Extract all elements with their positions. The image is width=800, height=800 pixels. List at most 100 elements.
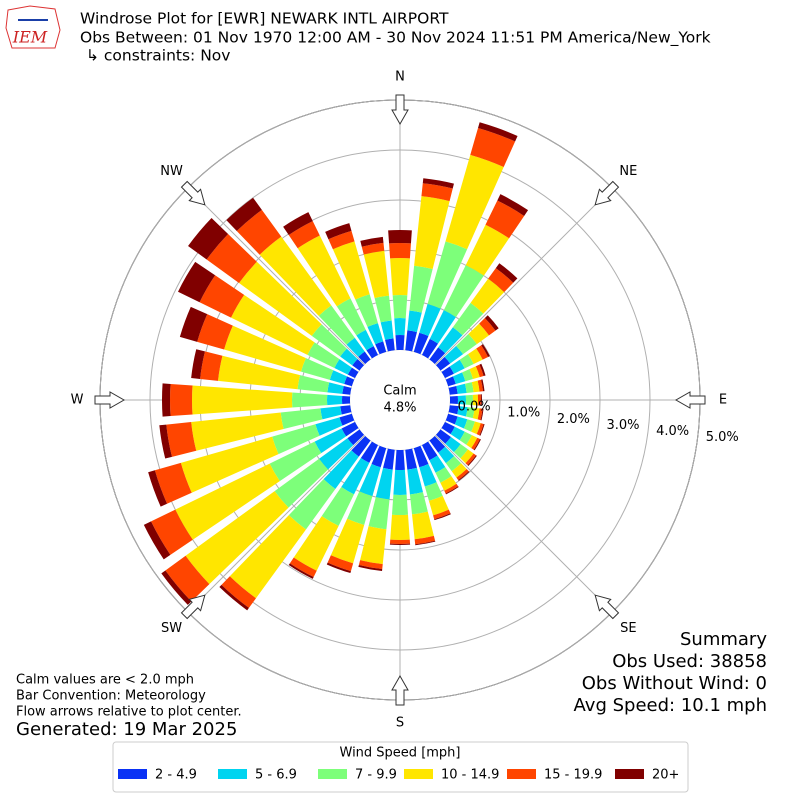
wind-bar-segment [485,200,525,239]
wind-bar-segment [462,369,474,382]
wind-bar-segment [185,491,289,585]
wind-bar-segment [236,209,282,255]
wind-bar-segment [356,329,374,351]
calm-label: Calm [383,384,416,399]
wind-bar-segment [206,233,257,284]
legend-swatch [318,769,347,779]
grid-ring [149,149,651,651]
flow-arrow-shape [594,594,620,620]
wind-bar-segment [274,458,329,508]
wind-bar-segment [154,462,192,504]
legend-swatch [615,769,644,779]
legend-swatch [118,769,147,779]
r-tick-label: 2.0% [557,412,590,427]
wind-bar-segment [467,348,483,365]
wind-bar-segment [413,445,429,468]
wind-bar-segment [433,509,451,520]
spoke [187,435,365,613]
wind-bar-segment [151,509,193,555]
wind-bar-segment [473,439,481,451]
plot-area: Calm 4.8% 0.0% 1.0% 2.0% 3.0% 4.0% 5.0% N NE E SE S S… [71,70,739,731]
wind-bar-segment [479,363,486,377]
title-line: Windrose Plot for [EWR] NEWARK INTL AIRP… [80,10,449,28]
wind-bar-segment [443,265,484,318]
legend-label: 7 - 9.9 [355,768,397,783]
wind-bar-segment [481,379,485,392]
wind-bar-segment [390,258,410,296]
compass-label: N [395,70,405,85]
wind-bar-segment [224,325,306,372]
note-line: Flow arrows relative to plot center. [16,705,242,720]
wind-bar-segment [449,359,465,374]
wind-bar-segment [318,305,355,345]
wind-bar-segment [395,334,405,351]
wind-bar-segment [199,275,245,318]
wind-bar-segment [311,324,347,357]
wind-bar-segment [470,278,505,314]
wind-bar-segment [394,317,406,336]
wind-bar-segment [280,408,323,430]
wind-bar-segment [453,444,468,459]
wind-bar-segment [161,570,192,605]
wind-bar-segment [472,394,478,406]
wind-bar-segment [471,421,481,435]
wind-bar-segment [180,436,279,493]
wind-bar-segment [358,564,383,572]
wind-bar-segment [179,306,208,342]
wind-bar-segment [405,448,417,470]
wind-bar-segment [197,314,233,350]
wind-bar-segment [143,521,171,560]
wind-bar-segment [229,515,306,599]
wind-bar-segment [341,421,359,437]
wind-bar-segment [352,359,365,371]
wind-bar-segment [469,366,480,380]
wind-bar-segment [445,413,458,425]
wind-bar-segment [297,235,351,307]
compass-label: NE [619,164,637,179]
wind-bar-segment [460,449,474,464]
wind-bar-segment [477,379,484,392]
wind-bar-segment [340,405,352,415]
r-tick-label: 1.0% [507,406,540,421]
legend-swatch [218,769,247,779]
wind-bar-segment [321,487,354,526]
flow-arrow [94,391,126,409]
wind-bar-segment [448,385,458,395]
wind-bar-segment [488,268,514,293]
wind-bar-segment [336,298,366,336]
wind-bar-segment [200,351,223,381]
wind-bar-segment [438,327,463,354]
wind-bar-segment [360,526,387,565]
flow-arrow [391,674,409,706]
wind-bar-segment [226,197,262,231]
wind-bar-segment [456,334,477,355]
wind-bar-segment [371,445,387,468]
wind-bar-segment [188,217,229,260]
wind-bar-segment [166,421,197,457]
wind-bar-segment [407,467,423,495]
wind-bar-segment [159,424,172,459]
wind-bar-segment [435,356,451,371]
wind-bar-segment [465,407,475,419]
wind-bar-segment [325,223,352,240]
wind-bar-segment [175,463,280,540]
wind-bar-segment [429,310,456,344]
wind-bar-segment [456,469,469,481]
wind-bar-segment [421,338,439,359]
wind-bar-segment [444,345,464,364]
title-line: ↳ constraints: Nov [86,47,230,65]
wind-bar-segment [429,435,446,453]
wind-bar-segment [191,412,284,451]
wind-bar-segment [307,342,340,368]
r-tick-label: 5.0% [706,430,739,445]
wind-bar-segment [454,416,468,429]
wind-bar-segment [388,229,412,244]
wind-bar-segment [314,428,347,454]
flow-arrow-shape [674,391,706,409]
wind-bar-segment [389,543,411,545]
wind-bar-segment [424,482,443,501]
wind-bar-segment [283,212,313,236]
wind-bar-segment [484,315,499,331]
wind-bar-segment [359,463,381,497]
